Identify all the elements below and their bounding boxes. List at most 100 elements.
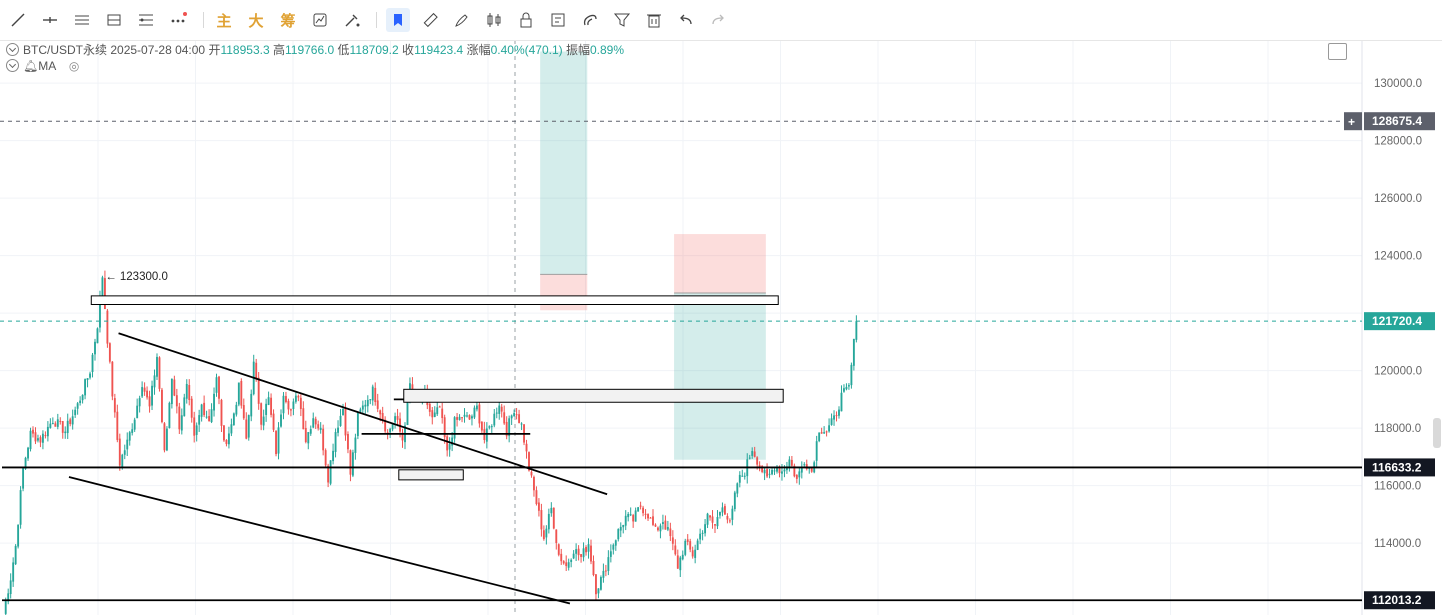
bar-datetime: 2025-07-28 04:00: [110, 43, 206, 57]
candle-body: [282, 395, 285, 414]
candle-body: [763, 469, 766, 474]
indicator-name[interactable]: MA: [38, 59, 56, 73]
candle-body: [466, 415, 468, 417]
symbol-name: BTC/USDT永续: [23, 43, 108, 57]
link-icon[interactable]: [578, 8, 602, 32]
lock-icon[interactable]: [514, 8, 538, 32]
horizontal-line-icon[interactable]: [38, 8, 62, 32]
filter-icon[interactable]: [610, 8, 634, 32]
bookmark-icon[interactable]: [386, 8, 410, 32]
candle-body: [577, 548, 580, 556]
candle-body: [438, 406, 441, 408]
candle-body: [374, 387, 377, 403]
redo-icon[interactable]: [706, 8, 730, 32]
candle-body: [545, 528, 548, 538]
trend-line-icon[interactable]: [6, 8, 30, 32]
candle-body: [391, 423, 394, 430]
undo-icon[interactable]: [674, 8, 698, 32]
candle-body: [342, 408, 344, 416]
candle-body: [776, 467, 778, 472]
candle-body: [654, 524, 657, 527]
candle-body: [297, 395, 300, 398]
indicator-legend: 🔔︎MA ◎: [6, 59, 79, 73]
magnet-icon[interactable]: [340, 8, 364, 32]
candle-body: [733, 492, 736, 510]
change-value: 0.40%(470.1): [490, 43, 563, 57]
candle-body: [691, 550, 694, 557]
candle-body: [146, 390, 149, 398]
scrollbar-handle[interactable]: [1433, 418, 1441, 448]
candle-body: [242, 405, 245, 419]
candle-body: [555, 529, 558, 543]
candle-body: [280, 414, 282, 427]
candle-body: [118, 438, 121, 466]
candle-body: [788, 459, 791, 468]
collapse-chevron-icon[interactable]: [6, 43, 19, 56]
trash-icon[interactable]: [642, 8, 666, 32]
candle-body: [590, 545, 592, 562]
alert-bell-icon[interactable]: 🔔︎: [23, 59, 39, 73]
candle-body: [170, 378, 173, 405]
candle-body: [349, 450, 352, 475]
candle-body: [781, 471, 783, 474]
candle-body: [59, 420, 62, 422]
fib-retracement-icon[interactable]: [134, 8, 158, 32]
candle-body: [515, 414, 518, 416]
candle-body: [133, 419, 136, 430]
candle-body: [287, 400, 290, 410]
fullscreen-icon[interactable]: [1328, 43, 1347, 60]
candle-body: [679, 557, 682, 571]
candle-body: [74, 409, 77, 416]
candle-body: [317, 424, 320, 429]
candle-body: [714, 524, 716, 526]
candle-body: [604, 570, 607, 572]
candle-body: [81, 394, 84, 401]
candle-body: [148, 396, 151, 407]
candle-type-icon[interactable]: [482, 8, 506, 32]
ruler-icon[interactable]: [418, 8, 442, 32]
price-axis[interactable]: 130000.0 128000.0 126000.0 124000.0 120000.0…: [1374, 78, 1422, 550]
candle-body: [612, 544, 615, 550]
candle-body: [463, 414, 466, 417]
collapse-chevron-icon[interactable]: [6, 59, 19, 72]
candle-body: [741, 475, 744, 477]
candle-body: [270, 397, 273, 415]
visibility-eye-icon[interactable]: ◎: [68, 59, 80, 73]
candle-body: [22, 467, 25, 489]
main-force-button[interactable]: 主: [216, 12, 232, 30]
candle-body: [193, 417, 196, 436]
chips-button[interactable]: 筹: [280, 12, 296, 30]
candle-body: [669, 528, 672, 537]
chart-grid: [0, 40, 1363, 615]
candle-body: [676, 555, 679, 569]
parallel-channel-icon[interactable]: [70, 8, 94, 32]
candle-body: [371, 386, 374, 401]
candle-body: [565, 562, 568, 567]
candle-body: [661, 522, 664, 524]
candle-body: [537, 502, 540, 511]
candle-body: [9, 580, 12, 595]
drawings-layer[interactable]: [2, 295, 1362, 605]
candle-body: [525, 443, 528, 452]
candle-body: [800, 466, 803, 473]
candle-body: [103, 278, 106, 310]
high-price-label: ← 123300.0: [105, 271, 168, 283]
candle-body: [696, 540, 699, 550]
candle-body: [401, 432, 404, 441]
candle-body: [210, 409, 213, 423]
candle-body: [560, 553, 563, 562]
candle-body: [518, 414, 521, 423]
candle-body: [185, 383, 188, 399]
candle-body: [339, 415, 342, 426]
candle-body: [550, 507, 553, 514]
candle-body: [123, 450, 126, 455]
pitchfork-icon[interactable]: [102, 8, 126, 32]
candle-body: [309, 429, 312, 434]
more-tools-icon[interactable]: [166, 8, 190, 32]
note-icon[interactable]: [546, 8, 570, 32]
indicator-icon[interactable]: [308, 8, 332, 32]
brush-icon[interactable]: [450, 8, 474, 32]
large-order-button[interactable]: 大: [248, 12, 264, 30]
candle-body: [190, 398, 193, 418]
